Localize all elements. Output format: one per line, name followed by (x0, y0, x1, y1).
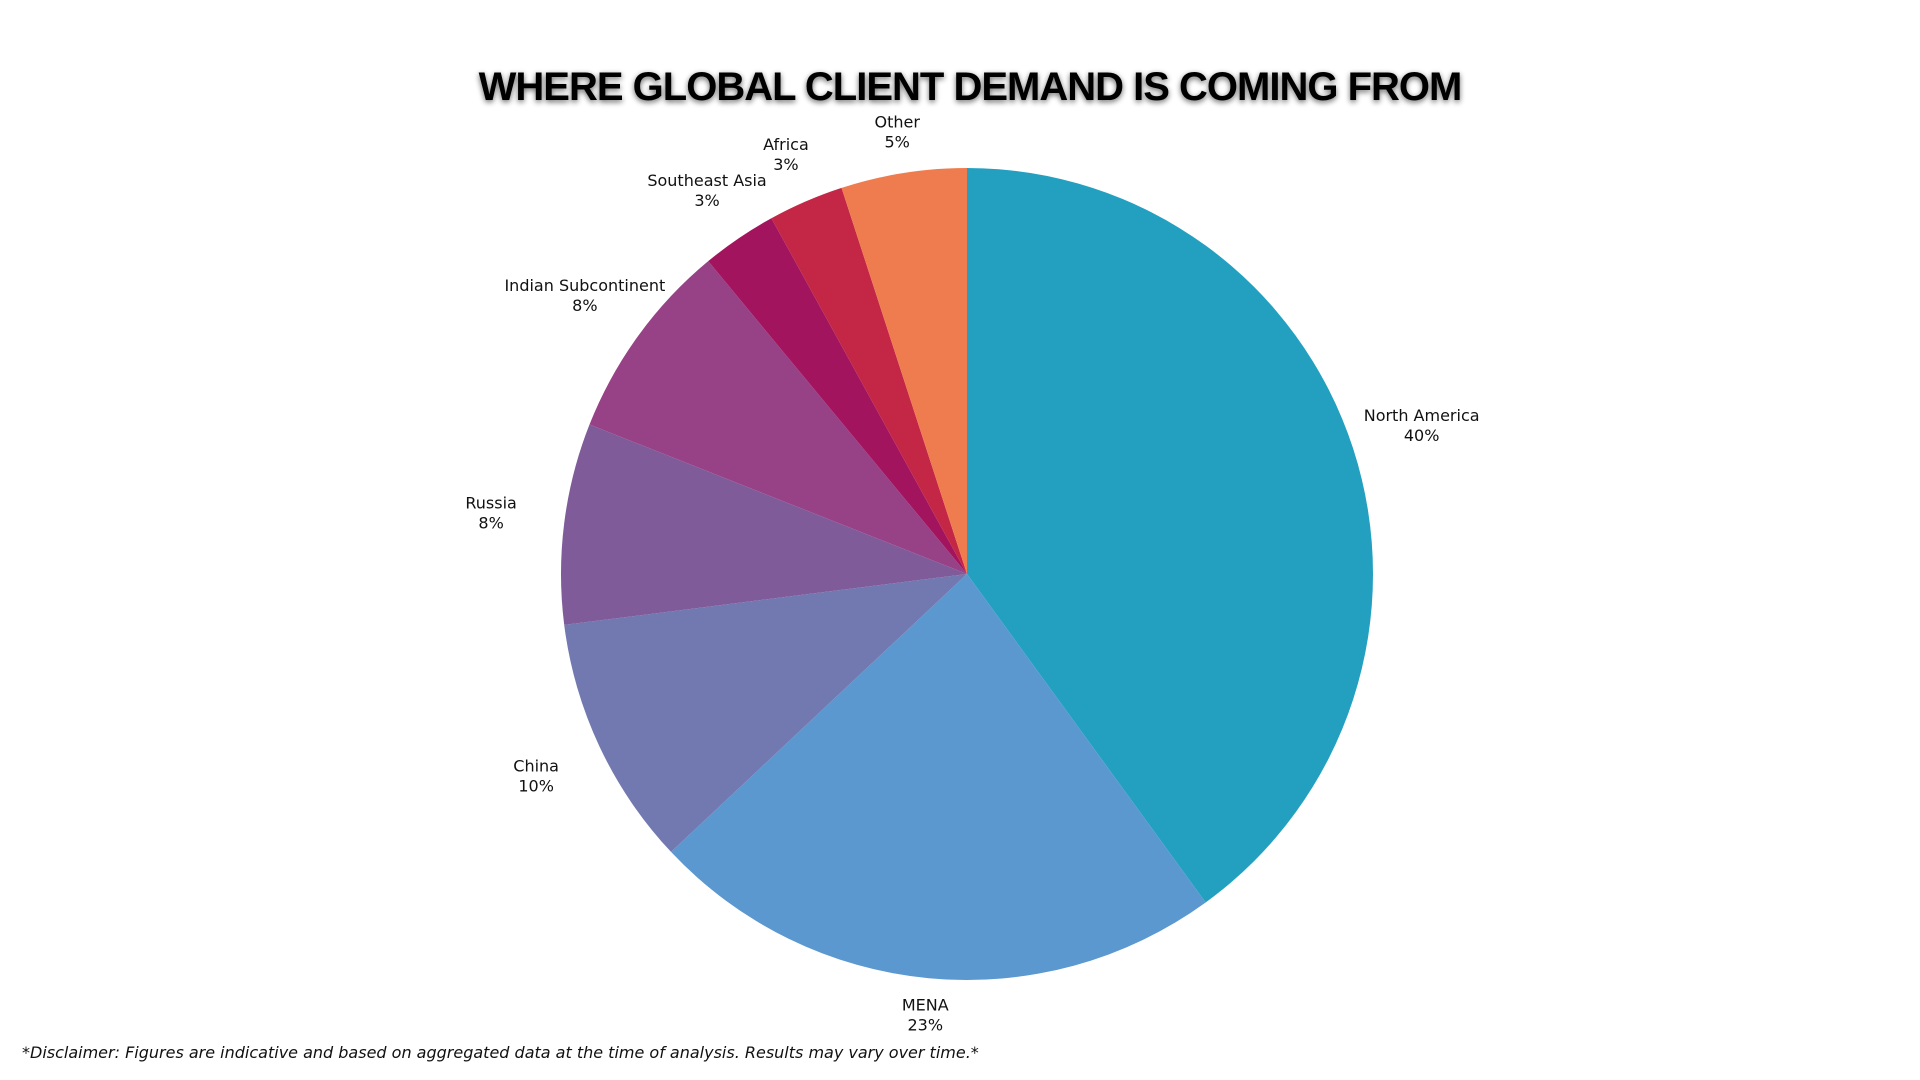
pie-slice (564, 574, 967, 852)
pie-slice (708, 218, 967, 574)
slice-name: Other (874, 113, 920, 132)
slice-value-label: 10% (518, 776, 554, 795)
footnote: *Disclaimer: Figures are indicative and … (22, 1043, 979, 1062)
slice-value-label: 40% (1404, 426, 1440, 445)
pie (561, 168, 1373, 980)
pie-slice (671, 574, 1206, 980)
slice-name: China (513, 756, 559, 775)
slice-value-label: 5% (884, 133, 909, 152)
pie-slice (561, 424, 967, 625)
slice-name: Indian Subcontinent (504, 276, 665, 295)
slice-name: Russia (465, 493, 516, 512)
slice-value-label: 3% (773, 155, 798, 174)
pie-slice (589, 261, 967, 574)
slice-name: Africa (763, 135, 809, 154)
slice-value-label: 8% (572, 296, 597, 315)
slice-name: Southeast Asia (647, 171, 766, 190)
slice-name: North America (1364, 406, 1480, 425)
slice-value-label: 3% (694, 191, 719, 210)
pie-slice (771, 187, 967, 575)
pie-slice (841, 168, 967, 574)
slice-name: MENA (902, 995, 949, 1014)
chart-title: WHERE GLOBAL CLIENT DEMAND IS COMING FRO… (479, 65, 1462, 109)
data-labels: North America40%MENA23%China10%Russia8%I… (465, 113, 1479, 1035)
slice-value-label: 8% (478, 513, 503, 532)
pie-slice (967, 168, 1373, 903)
slice-value-label: 23% (907, 1015, 943, 1034)
